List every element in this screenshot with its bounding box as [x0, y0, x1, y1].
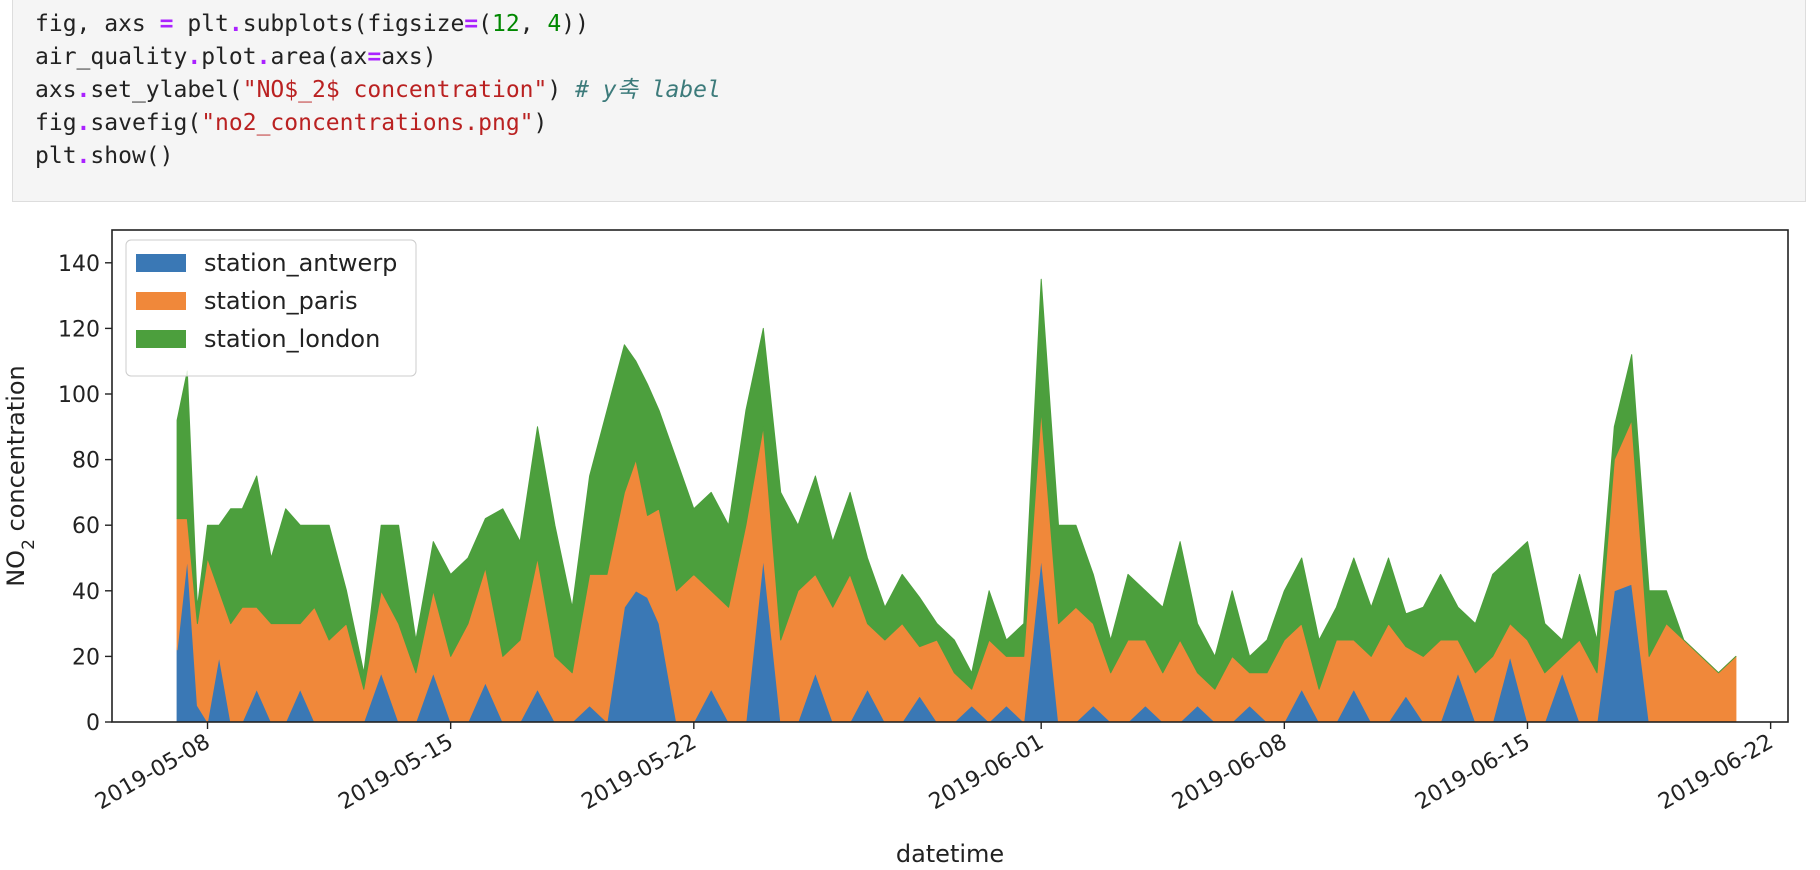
code-token: . — [76, 110, 91, 136]
legend-label-paris: station_paris — [204, 287, 358, 315]
code-line-3: axs.set_ylabel("NO$_2$ concentration") #… — [35, 74, 721, 106]
code-token: axs — [35, 77, 77, 103]
y-tick-label: 100 — [58, 383, 100, 408]
code-token: . — [187, 44, 202, 70]
code-token: , — [519, 11, 548, 37]
y-tick-label: 140 — [58, 252, 100, 277]
code-line-1: fig, axs = plt.subplots(figsize=(12, 4)) — [35, 8, 589, 40]
code-token: "NO$_2$ concentration" — [242, 77, 548, 103]
code-token: 12 — [492, 11, 520, 37]
y-axis-label: NO2 concentration — [2, 365, 39, 587]
code-token: = — [159, 11, 174, 37]
x-tick-label: 2019-06-22 — [1654, 730, 1777, 816]
code-token: subplots(figsize — [242, 11, 465, 37]
y-tick-label: 40 — [72, 580, 100, 605]
x-axis-label: datetime — [896, 840, 1004, 868]
code-token: ( — [478, 11, 493, 37]
code-cell[interactable]: fig, axs = plt.subplots(figsize=(12, 4))… — [12, 0, 1806, 202]
code-token: fig — [35, 110, 77, 136]
code-token: plot — [201, 44, 257, 70]
y-tick-label: 60 — [72, 514, 100, 539]
legend-label-london: station_london — [204, 325, 380, 353]
legend-label-antwerp: station_antwerp — [204, 249, 397, 277]
x-tick-label: 2019-05-15 — [334, 730, 457, 816]
legend-swatch-london — [136, 330, 186, 348]
code-token: 4 — [547, 11, 562, 37]
y-axis: 0 20 40 60 80 100 120 140 — [58, 252, 112, 736]
code-token: show — [90, 143, 146, 169]
y-axis-label-rest: concentration — [2, 365, 30, 539]
code-token: plt — [173, 11, 229, 37]
x-tick-label: 2019-06-01 — [925, 730, 1048, 816]
code-token: air_quality — [35, 44, 188, 70]
code-token: savefig( — [90, 110, 202, 136]
code-token: () — [145, 143, 174, 169]
code-token: set_ylabel( — [90, 77, 243, 103]
code-token: plt — [35, 143, 77, 169]
legend: station_antwerp station_paris station_lo… — [125, 239, 417, 377]
code-token: area(ax — [270, 44, 368, 70]
code-token: . — [76, 143, 91, 169]
area-series-london — [176, 278, 1737, 690]
x-tick-label: 2019-05-22 — [578, 730, 701, 816]
code-token: ) — [533, 110, 548, 136]
code-line-4: fig.savefig("no2_concentrations.png") — [35, 107, 547, 139]
code-token: = — [367, 44, 382, 70]
y-tick-label: 80 — [72, 449, 100, 474]
x-tick-label: 2019-06-15 — [1411, 730, 1534, 816]
x-tick-label: 2019-06-08 — [1168, 730, 1291, 816]
code-token: . — [228, 11, 243, 37]
code-token: . — [76, 77, 91, 103]
legend-swatch-antwerp — [136, 254, 186, 272]
y-axis-label-subscript: 2 — [19, 539, 39, 550]
y-tick-label: 20 — [72, 645, 100, 670]
y-axis-label-main: NO — [2, 550, 30, 587]
plot-frame — [111, 229, 1789, 723]
code-token: = — [464, 11, 479, 37]
y-tick-label: 120 — [58, 317, 100, 342]
legend-swatch-paris — [136, 292, 186, 310]
code-token: axs) — [381, 44, 437, 70]
code-token: )) — [561, 11, 589, 37]
code-line-2: air_quality.plot.area(ax=axs) — [35, 41, 437, 73]
legend-box — [125, 239, 417, 377]
code-token: fig, axs — [35, 11, 160, 37]
x-axis: 2019-05-08 2019-05-15 2019-05-22 2019-06-01… — [91, 722, 1778, 816]
code-token: "no2_concentrations.png" — [201, 110, 534, 136]
code-token: . — [256, 44, 271, 70]
code-comment: # y축 label — [575, 77, 721, 103]
y-tick-label: 0 — [86, 711, 100, 736]
code-token: ) — [547, 77, 576, 103]
x-tick-label: 2019-05-08 — [91, 730, 214, 816]
code-line-5: plt.show() — [35, 140, 174, 172]
